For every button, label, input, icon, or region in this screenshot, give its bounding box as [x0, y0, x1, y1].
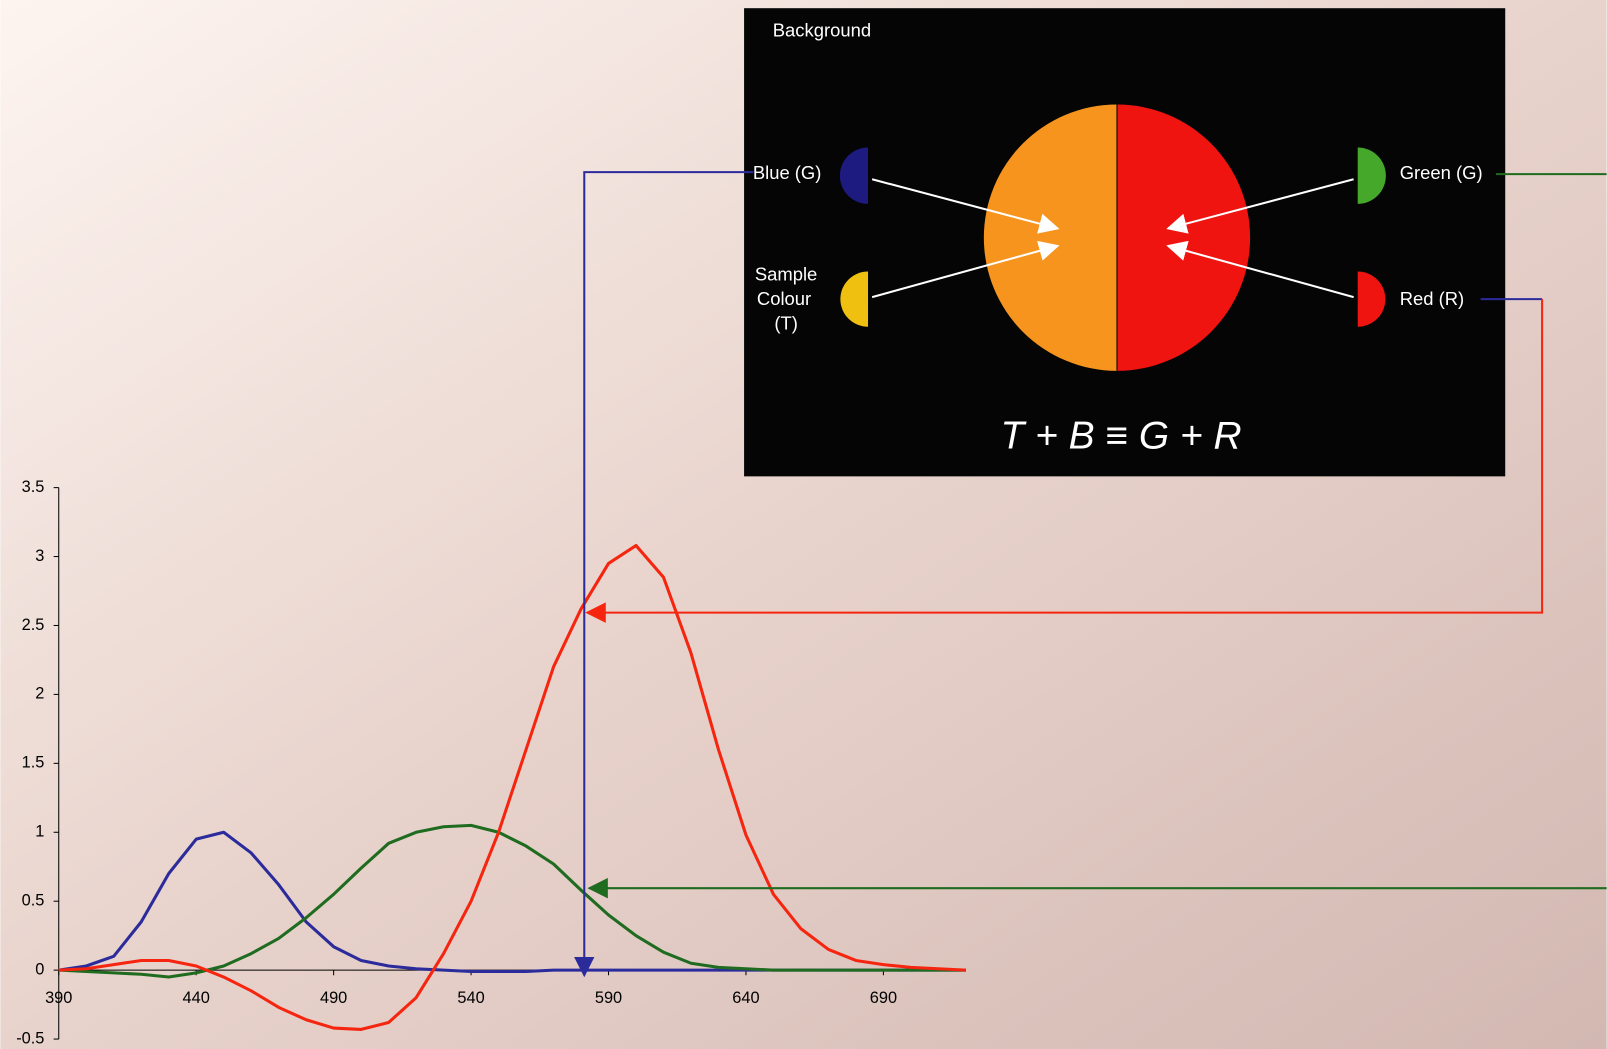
- arrow: [1166, 240, 1354, 299]
- arrow: [871, 178, 1060, 234]
- y-tick-label: 2: [35, 685, 44, 703]
- light-arrows: [871, 178, 1354, 299]
- blue-lamp: [839, 147, 869, 204]
- x-tick-label: 540: [457, 989, 484, 1007]
- y-tick-label: 3.5: [22, 478, 45, 496]
- background-label: Background: [773, 20, 871, 41]
- sample-label: (T): [774, 313, 798, 334]
- x-tick-label: 590: [595, 989, 622, 1007]
- y-tick-label: -0.5: [16, 1029, 44, 1047]
- red-lamp: [1357, 271, 1386, 327]
- y-tick-label: 0: [35, 960, 44, 978]
- x-tick-label: 490: [320, 989, 347, 1007]
- blue-label: Blue (G): [753, 162, 822, 183]
- green-lamp: [1357, 147, 1386, 204]
- arrow: [1166, 178, 1354, 234]
- test-half: [983, 104, 1117, 371]
- y-tick-label: 1.5: [22, 754, 45, 772]
- red-connector: [585, 299, 1544, 623]
- chart: -0.5 0 0.5 1 1.5 2 2.5 3 3.5 390 440 490 540 590 640 69…: [16, 478, 966, 1047]
- sample-lamp: [840, 271, 869, 327]
- y-tick-label: 3: [35, 547, 44, 565]
- y-tick-label: 1: [35, 823, 44, 841]
- match-half: [1116, 104, 1251, 371]
- red-label: Red (R): [1400, 288, 1465, 309]
- series-line: [58, 543, 966, 1031]
- x-tick-label: 440: [183, 989, 210, 1007]
- x-tick-label: 640: [732, 989, 759, 1007]
- series-line: [58, 823, 966, 979]
- green-label: Green (G): [1400, 162, 1483, 183]
- sample-label: Sample: [755, 263, 817, 284]
- arrow: [871, 240, 1060, 299]
- equation: T + B ≡ G + R: [1001, 415, 1242, 458]
- sample-label: Colour: [757, 288, 811, 309]
- x-tick-label: 690: [870, 989, 897, 1007]
- y-tick-label: 2.5: [22, 616, 45, 634]
- blue-connector: [574, 171, 754, 978]
- y-tick-label: 0.5: [22, 892, 45, 910]
- x-tick-label: 390: [45, 989, 72, 1007]
